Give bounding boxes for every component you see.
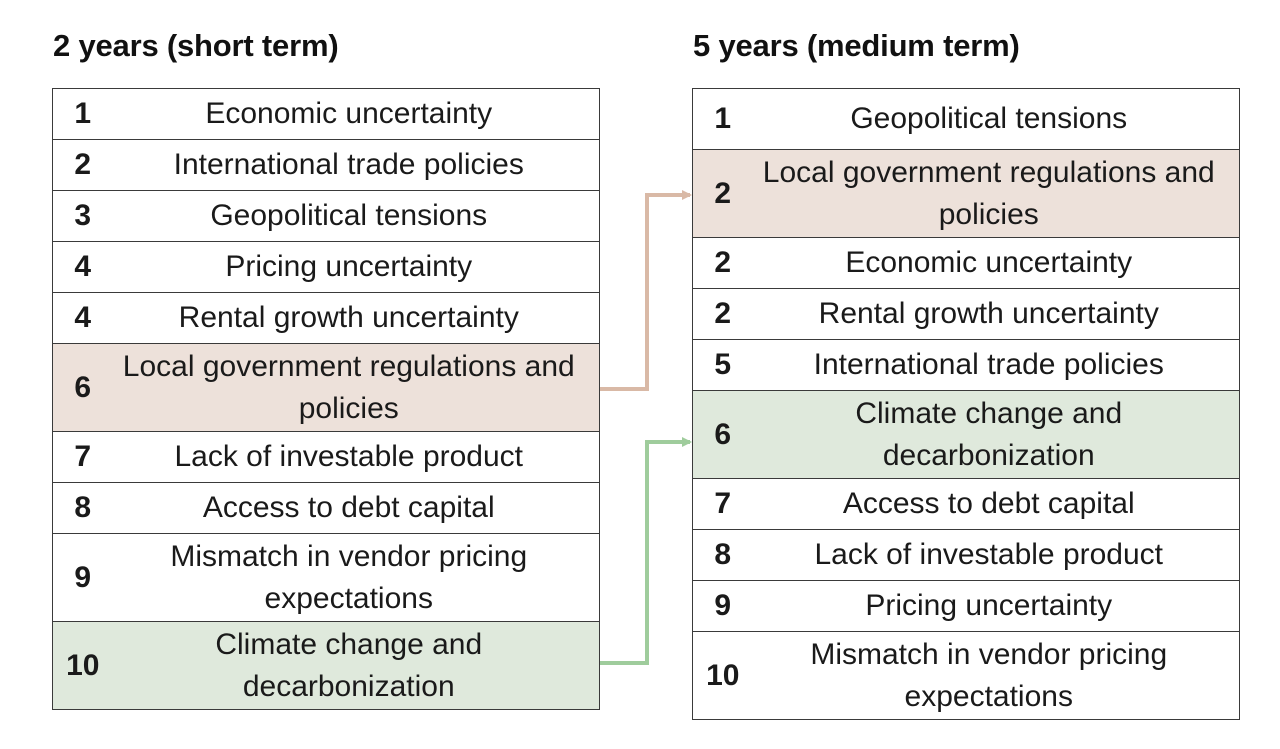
concern-label: International trade policies bbox=[752, 339, 1240, 391]
rank-number: 4 bbox=[52, 241, 113, 293]
left-panel-title: 2 years (short term) bbox=[53, 28, 339, 63]
table-row: 2 Economic uncertainty bbox=[692, 237, 1240, 289]
rank-number: 6 bbox=[52, 343, 113, 432]
table-row: 2 Rental growth uncertainty bbox=[692, 288, 1240, 340]
table-row: 2 International trade policies bbox=[52, 139, 600, 191]
rank-number: 9 bbox=[692, 580, 753, 632]
concern-label: Lack of investable product bbox=[752, 529, 1240, 581]
concern-label: Pricing uncertainty bbox=[112, 241, 600, 293]
rank-number: 3 bbox=[52, 190, 113, 242]
concern-label: Access to debt capital bbox=[112, 482, 600, 534]
short-term-ranking-table: 1 Economic uncertainty 2 International t… bbox=[52, 88, 600, 710]
concern-label: International trade policies bbox=[112, 139, 600, 191]
rank-number: 2 bbox=[692, 288, 753, 340]
concern-label: Pricing uncertainty bbox=[752, 580, 1240, 632]
rank-number: 10 bbox=[692, 631, 753, 720]
rank-number: 8 bbox=[52, 482, 113, 534]
rank-number: 1 bbox=[52, 88, 113, 140]
table-row-highlighted-climate: 10 Climate change and decarbonization bbox=[52, 621, 600, 710]
table-row: 10 Mismatch in vendor pricing expectatio… bbox=[692, 631, 1240, 720]
table-row: 8 Access to debt capital bbox=[52, 482, 600, 534]
climate-arrow bbox=[600, 437, 692, 665]
medium-term-ranking-table: 1 Geopolitical tensions 2 Local governme… bbox=[692, 88, 1240, 720]
rank-number: 4 bbox=[52, 292, 113, 344]
table-row: 4 Pricing uncertainty bbox=[52, 241, 600, 293]
rank-number: 9 bbox=[52, 533, 113, 622]
rank-number: 7 bbox=[692, 478, 753, 530]
table-row-highlighted-regulations: 6 Local government regulations and polic… bbox=[52, 343, 600, 432]
table-row: 5 International trade policies bbox=[692, 339, 1240, 391]
table-row-highlighted-regulations: 2 Local government regulations and polic… bbox=[692, 149, 1240, 238]
concern-label: Lack of investable product bbox=[112, 431, 600, 483]
rank-number: 5 bbox=[692, 339, 753, 391]
rank-number: 6 bbox=[692, 390, 753, 479]
concern-label: Mismatch in vendor pricing expectations bbox=[752, 631, 1240, 720]
regulations-arrow bbox=[600, 190, 692, 391]
right-panel-title: 5 years (medium term) bbox=[693, 28, 1020, 63]
rank-number: 7 bbox=[52, 431, 113, 483]
rank-number: 10 bbox=[52, 621, 113, 710]
table-row: 9 Pricing uncertainty bbox=[692, 580, 1240, 632]
rank-number: 8 bbox=[692, 529, 753, 581]
table-row: 9 Mismatch in vendor pricing expectation… bbox=[52, 533, 600, 622]
concern-label: Climate change and decarbonization bbox=[752, 390, 1240, 479]
rank-number: 1 bbox=[692, 88, 753, 150]
concern-label: Climate change and decarbonization bbox=[112, 621, 600, 710]
table-row: 1 Geopolitical tensions bbox=[692, 88, 1240, 150]
concern-label: Rental growth uncertainty bbox=[752, 288, 1240, 340]
rank-number: 2 bbox=[692, 149, 753, 238]
concern-label: Local government regulations and policie… bbox=[112, 343, 600, 432]
concern-label: Economic uncertainty bbox=[112, 88, 600, 140]
table-row: 3 Geopolitical tensions bbox=[52, 190, 600, 242]
concern-label: Geopolitical tensions bbox=[112, 190, 600, 242]
concern-label: Geopolitical tensions bbox=[752, 88, 1240, 150]
table-row-highlighted-climate: 6 Climate change and decarbonization bbox=[692, 390, 1240, 479]
concern-label: Mismatch in vendor pricing expectations bbox=[112, 533, 600, 622]
rank-number: 2 bbox=[52, 139, 113, 191]
table-row: 7 Lack of investable product bbox=[52, 431, 600, 483]
table-row: 8 Lack of investable product bbox=[692, 529, 1240, 581]
concern-label: Local government regulations and policie… bbox=[752, 149, 1240, 238]
table-row: 1 Economic uncertainty bbox=[52, 88, 600, 140]
